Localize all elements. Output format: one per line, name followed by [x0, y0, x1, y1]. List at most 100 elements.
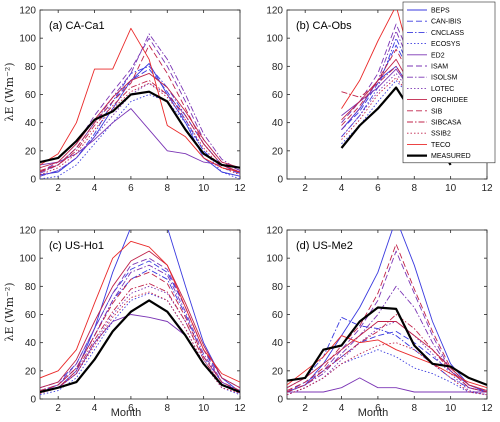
y-tick-label: 20: [272, 366, 284, 377]
series-line-isam: [40, 37, 240, 173]
legend-entry-ssib2: SSIB2: [431, 131, 451, 138]
x-tick-label: 6: [375, 403, 381, 414]
series-group: [287, 230, 487, 396]
y-tick-label: 60: [272, 90, 284, 101]
legend-entry-isam: ISAM: [431, 64, 448, 71]
series-line-ssib2: [287, 342, 487, 396]
legend-entry-lotec: LOTEC: [431, 86, 454, 93]
x-tick-label: 10: [445, 403, 457, 414]
x-tick-label: 6: [375, 183, 381, 194]
y-tick-label: 100: [19, 34, 36, 45]
series-line-orchidee: [40, 250, 240, 389]
x-tick-label: 6: [128, 403, 134, 414]
x-tick-label: 8: [411, 183, 417, 194]
series-line-measured: [287, 306, 487, 386]
legend-entry-measured: MEASURED: [431, 153, 471, 160]
y-tick-label: 20: [272, 146, 284, 157]
series-line-sibcasa: [40, 283, 240, 393]
x-tick-label: 4: [92, 403, 98, 414]
series-line-sib: [287, 243, 487, 392]
legend-entry-orchidee: ORCHIDEE: [431, 97, 468, 104]
y-tick-label: 100: [266, 34, 283, 45]
series-line-sib: [40, 271, 240, 392]
x-tick-label: 10: [445, 183, 457, 194]
series-line-sibcasa: [287, 314, 487, 393]
series-line-can-ibis: [40, 260, 240, 389]
y-tick-label: 120: [266, 6, 283, 17]
y-tick-label: 60: [25, 310, 37, 321]
legend: BEPS CAN-IBIS CNCLASS ECOSYS ED2 ISAM ISOLSM LO…: [402, 1, 496, 164]
y-tick-label: 0: [277, 395, 283, 406]
x-tick-label: 10: [198, 183, 210, 194]
ylabel-top: λE (Wm⁻²): [3, 62, 16, 121]
y-tick-label: 100: [19, 254, 36, 265]
legend-entry-ed2: ED2: [431, 52, 445, 59]
y-tick-label: 120: [266, 226, 283, 237]
y-tick-label: 60: [272, 310, 284, 321]
panel-title: (b) CA-Obs: [296, 20, 352, 32]
series-line-orchidee: [40, 72, 240, 169]
legend-box: [402, 1, 496, 164]
series-line-teco: [287, 335, 487, 389]
legend-entry-teco: TECO: [431, 142, 451, 149]
x-tick-label: 2: [302, 403, 308, 414]
y-tick-label: 40: [25, 118, 37, 129]
y-tick-label: 100: [266, 254, 283, 265]
legend-entry-beps: BEPS: [431, 8, 450, 15]
series-line-cnclass: [287, 316, 487, 393]
x-tick-label: 8: [164, 403, 170, 414]
series-line-measured: [40, 299, 240, 394]
x-tick-label: 4: [339, 183, 345, 194]
series-line-lotec: [287, 321, 487, 396]
legend-entry-ecosys: ECOSYS: [431, 41, 461, 48]
x-tick-label: 2: [55, 403, 61, 414]
x-tick-label: 2: [55, 183, 61, 194]
y-tick-label: 60: [25, 90, 37, 101]
legend-entry-can-ibis: CAN-IBIS: [431, 19, 462, 26]
y-tick-label: 120: [19, 226, 36, 237]
series-line-ssib2: [40, 82, 240, 176]
y-tick-label: 80: [25, 62, 37, 73]
x-tick-label: 6: [128, 183, 134, 194]
y-tick-label: 120: [19, 6, 36, 17]
y-tick-label: 20: [25, 146, 37, 157]
xlabel-left: Month: [111, 407, 142, 419]
x-tick-label: 8: [164, 183, 170, 194]
legend-entry-cnclass: CNCLASS: [431, 30, 464, 37]
legend-entry-sibcasa: SIBCASA: [431, 120, 462, 127]
y-tick-label: 80: [25, 282, 37, 293]
panel-title: (c) US-Ho1: [49, 240, 104, 252]
y-tick-label: 40: [272, 118, 284, 129]
series-line-lotec: [40, 285, 240, 394]
series-line-ecosys: [287, 349, 487, 396]
series-line-measured: [40, 90, 240, 169]
panel-title: (a) CA-Ca1: [49, 20, 105, 32]
series-line-sibcasa: [40, 79, 240, 173]
series-line-sibcasa: [341, 65, 452, 160]
y-tick-label: 80: [272, 282, 284, 293]
series-line-isolsm: [287, 285, 487, 393]
series-line-sib: [341, 48, 452, 156]
series-group: [40, 230, 240, 396]
x-tick-label: 2: [302, 183, 308, 194]
y-tick-label: 0: [277, 175, 283, 186]
series-line-ed2: [287, 377, 487, 393]
y-tick-label: 80: [272, 62, 284, 73]
series-line-isolsm: [341, 30, 452, 154]
xlabel-right: Month: [358, 407, 389, 419]
y-tick-label: 20: [25, 366, 37, 377]
x-tick-label: 12: [234, 403, 246, 414]
y-tick-label: 0: [30, 395, 36, 406]
y-tick-label: 40: [25, 338, 37, 349]
series-line-isolsm: [40, 33, 240, 174]
legend-entry-sib: SIB: [431, 108, 443, 115]
x-tick-label: 10: [198, 403, 210, 414]
series-line-ed2: [40, 108, 240, 169]
x-tick-label: 12: [234, 183, 246, 194]
y-tick-label: 40: [272, 338, 284, 349]
x-tick-label: 12: [481, 183, 493, 194]
series-line-teco: [40, 27, 240, 173]
